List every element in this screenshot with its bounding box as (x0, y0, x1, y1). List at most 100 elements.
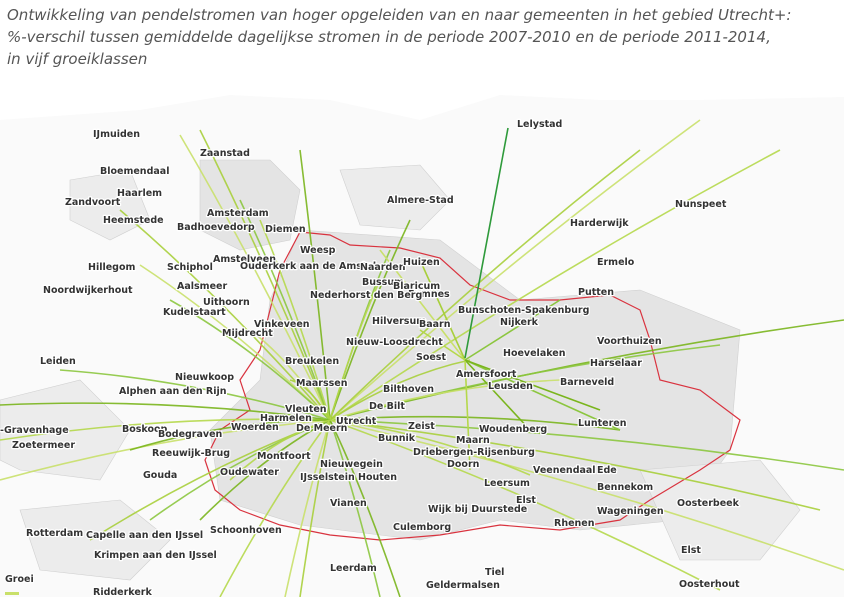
place-label: Baarn (419, 319, 451, 330)
flow-line (419, 259, 466, 361)
place-label: Uithoorn (203, 297, 250, 308)
place-label: Ermelo (597, 257, 635, 268)
flow-line (329, 344, 721, 421)
flow-line (464, 299, 561, 361)
place-label: Veenendaal (533, 465, 596, 476)
place-label: Mijdrecht (222, 328, 273, 339)
place-label: Bloemendaal (100, 166, 169, 177)
place-label: Bunnik (378, 433, 416, 444)
place-label: Eemnes (408, 289, 450, 300)
place-label: Aalsmeer (177, 281, 227, 292)
flow-line (464, 359, 531, 431)
place-label: Blaricum (393, 281, 440, 292)
flow-line (329, 419, 844, 571)
place-label: Lelystad (517, 119, 562, 130)
place-label: Zoetermeer (12, 440, 75, 451)
place-label: Putten (578, 287, 614, 298)
place-label: Breukelen (285, 356, 339, 367)
title-line: in vijf groeiklassen (7, 50, 148, 68)
title: Ontwikkeling van pendelstromen van hoger… (7, 4, 843, 70)
place-label: Rotterdam (26, 528, 83, 539)
flow-line (199, 129, 331, 421)
place-label: Hoevelaken (503, 348, 566, 359)
flow-line (289, 379, 331, 421)
legend-swatch (5, 592, 19, 595)
place-label: Zeist (408, 421, 435, 432)
place-label: Geldermalsen (426, 580, 500, 591)
flow-line (169, 299, 331, 421)
place-label: IJmuiden (93, 129, 140, 140)
place-label: Diemen (265, 224, 306, 235)
flow-line (464, 359, 471, 471)
flow-line (329, 119, 701, 421)
place-label: Hilversum (372, 316, 426, 327)
place-label: Schiphol (167, 262, 213, 273)
flow-line (179, 134, 331, 421)
place-label: Oosterhout (679, 579, 740, 590)
place-label: Culemborg (393, 522, 451, 533)
place-label: Almere-Stad (387, 195, 454, 206)
place-label: Woudenberg (479, 424, 547, 435)
place-label: Wageningen (597, 506, 664, 517)
place-label: Schoonhoven (210, 525, 282, 536)
place-label: Maarssen (296, 378, 348, 389)
place-label: Vleuten (285, 404, 327, 415)
place-label: Ridderkerk (93, 587, 152, 597)
title-line: Ontwikkeling van pendelstromen van hoger… (7, 6, 792, 24)
flow-line (329, 419, 721, 591)
flow-line (379, 249, 466, 361)
place-label: Nieuwegein (320, 459, 383, 470)
place-label: Montfoort (257, 451, 311, 462)
place-label: Harselaar (590, 358, 642, 369)
place-label: Noordwijkerhout (43, 285, 133, 296)
place-label: Rhenen (554, 518, 595, 529)
flow-line (299, 419, 331, 597)
flow-line (329, 219, 411, 421)
flow-line (229, 419, 331, 481)
flow-line (464, 127, 509, 359)
place-label: Reeuwijk-Brug (152, 448, 230, 459)
flow-line (329, 279, 381, 421)
flow-line (59, 369, 331, 421)
place-label: Kudelstaart (163, 307, 226, 318)
place-label: Doorn (447, 459, 480, 470)
place-label: Naarden (360, 262, 406, 273)
place-label: Barneveld (560, 377, 614, 388)
place-label: Vianen (330, 498, 367, 509)
flow-line (0, 402, 331, 421)
place-label: Bennekom (597, 482, 653, 493)
flow-line (259, 219, 331, 421)
place-label: Nieuw-Loosdrecht (346, 337, 443, 348)
place-label: Harmelen (260, 413, 312, 424)
place-label: Nunspeet (675, 199, 727, 210)
place-label: Leerdam (330, 563, 377, 574)
place-label: Bodegraven (158, 429, 223, 440)
place-label: Haarlem (117, 188, 162, 199)
place-label: Soest (416, 352, 446, 363)
place-label: Driebergen-Rijsenburg (413, 447, 535, 458)
place-label: Capelle aan den IJssel (86, 530, 203, 541)
place-label: Krimpen aan den IJssel (94, 550, 217, 561)
place-label: Wijk bij Duurstede (428, 504, 527, 515)
place-label: Amersfoort (456, 369, 517, 380)
place-label: Ede (597, 465, 617, 476)
place-label: Boskoop (122, 424, 168, 435)
place-label: Heemstede (103, 215, 164, 226)
place-label: Bilthoven (383, 384, 434, 395)
place-label: Leiden (40, 356, 76, 367)
flow-line (119, 209, 331, 421)
place-label: Elst (681, 545, 701, 556)
place-label: Bunschoten-Spakenburg (458, 305, 589, 316)
place-label: Woerden (231, 422, 279, 433)
flow-line (239, 199, 331, 421)
flow-line (299, 149, 331, 421)
place-label: Houten (358, 472, 397, 483)
place-label: -Gravenhage (0, 425, 69, 436)
flow-line (0, 418, 331, 441)
place-label: Nieuwkoop (175, 372, 234, 383)
flow-line (464, 359, 621, 431)
place-label: Lunteren (578, 418, 627, 429)
place-label: Oudewater (220, 467, 279, 478)
